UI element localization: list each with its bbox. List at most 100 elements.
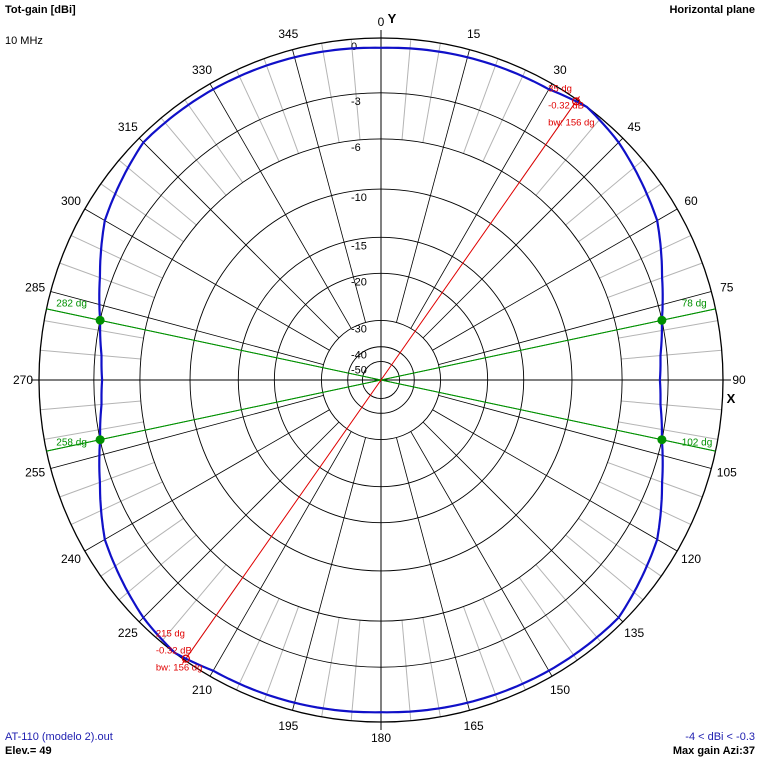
max-gain-label: -0.32 dB — [156, 646, 192, 657]
range-ring — [321, 320, 441, 440]
range-ring — [361, 360, 401, 400]
x-axis-label: X — [727, 391, 736, 406]
minor-spoke — [518, 577, 578, 661]
angle-tick-label: 270 — [13, 373, 33, 387]
major-spoke — [410, 431, 553, 677]
major-spoke — [422, 137, 624, 339]
major-spoke — [438, 395, 712, 469]
range-ring — [139, 138, 623, 622]
minor-spoke — [70, 235, 163, 279]
beamwidth-point — [657, 315, 667, 325]
angle-tick-label: 135 — [624, 626, 644, 640]
minor-spoke — [263, 606, 300, 702]
angle-tick-label: 225 — [118, 626, 138, 640]
minor-spoke — [118, 159, 197, 226]
plane-label: Horizontal plane — [669, 4, 755, 16]
minor-spoke — [618, 421, 718, 440]
minor-spoke — [100, 183, 184, 243]
max-gain-label: Max gain Azi:37 — [672, 745, 755, 757]
angle-tick-label: 180 — [371, 731, 391, 745]
angle-tick-label: 15 — [467, 27, 481, 41]
minor-spoke — [607, 262, 703, 299]
range-ring — [237, 236, 525, 524]
angle-tick-label: 255 — [25, 466, 45, 480]
minor-spoke — [350, 620, 361, 721]
minor-spoke — [607, 461, 703, 498]
minor-spoke — [401, 39, 412, 140]
beamwidth-label: 282 dg — [56, 299, 87, 310]
major-spoke — [438, 291, 712, 365]
marker-labels: 78 dg 102 dg 258 dg 282 dg 35 dg -0.32 dB bw: … — [56, 83, 712, 673]
radial-tick-label: -6 — [351, 142, 361, 154]
beamwidth-label: 78 dg — [682, 299, 707, 310]
angle-tick-label: 75 — [720, 280, 734, 294]
range-ring — [273, 272, 489, 488]
minor-spoke — [621, 349, 722, 360]
major-spoke — [138, 421, 340, 623]
radial-tick-labels: 0 -3 -6 -10 -15 -20 -30 -40 -50 — [351, 41, 367, 376]
major-spoke — [396, 49, 470, 323]
angle-tick-label: 240 — [61, 552, 81, 566]
beamwidth-label: 258 dg — [56, 437, 87, 448]
angle-tick-label: 45 — [627, 120, 641, 134]
minor-spoke — [44, 320, 144, 339]
minor-spoke — [321, 43, 340, 143]
angle-tick-label: 90 — [732, 373, 746, 387]
minor-spoke — [599, 235, 692, 279]
y-axis-label: Y — [388, 11, 397, 26]
minor-spoke — [401, 620, 412, 721]
minor-spoke — [160, 564, 227, 643]
angle-tick-label: 345 — [278, 27, 298, 41]
minor-spoke — [59, 262, 155, 299]
gain-pattern-curve — [98, 46, 664, 714]
angle-tick-label: 165 — [464, 719, 484, 733]
radial-tick-label: -10 — [351, 192, 367, 204]
angle-tick-label: 120 — [681, 552, 701, 566]
pattern-markers — [95, 97, 667, 663]
max-gain-label: bw: 156 dg — [548, 117, 594, 128]
max-gain-line — [380, 96, 580, 381]
angle-tick-label: 285 — [25, 280, 45, 294]
angle-tick-label: 315 — [118, 120, 138, 134]
radial-tick-label: -20 — [351, 276, 367, 288]
beamwidth-label: 102 dg — [682, 437, 713, 448]
minor-spoke — [70, 481, 163, 525]
radial-tick-label: -40 — [351, 350, 367, 362]
range-ring — [38, 37, 724, 723]
radial-tick-label: 0 — [351, 41, 357, 53]
angle-tick-label: 330 — [192, 63, 212, 77]
minor-spoke — [482, 69, 526, 162]
minor-grid — [40, 39, 722, 721]
major-spoke — [292, 437, 366, 711]
max-gain-label: -0.32 dB — [548, 100, 584, 111]
beamwidth-point — [95, 315, 105, 325]
minor-spoke — [100, 517, 184, 577]
minor-spoke — [236, 69, 280, 162]
angle-tick-label: 150 — [550, 683, 570, 697]
major-spoke — [396, 437, 470, 711]
angle-tick-label: 60 — [684, 194, 698, 208]
minor-spoke — [321, 617, 340, 717]
frequency-label: 10 MHz — [5, 35, 43, 47]
max-gain-label: 215 dg — [156, 629, 185, 640]
angle-tick-label: 210 — [192, 683, 212, 697]
minor-spoke — [462, 58, 499, 154]
minor-spoke — [160, 117, 227, 196]
angle-tick-label: 0 — [378, 15, 385, 29]
angle-tick-labels: 0 15 30 45 60 75 90 105 120 135 150 165 180 195 210 225… — [13, 15, 746, 745]
minor-spoke — [184, 99, 244, 183]
minor-spoke — [565, 534, 644, 601]
max-gain-point — [181, 654, 190, 663]
minor-spoke — [578, 517, 662, 577]
minor-spoke — [44, 421, 144, 440]
gain-range-label: -4 < dBi < -0.3 — [685, 731, 755, 743]
max-gain-line — [182, 379, 382, 664]
minor-spoke — [565, 159, 644, 226]
major-spoke — [432, 409, 678, 552]
radial-tick-label: -50 — [351, 364, 367, 376]
minor-spoke — [422, 617, 441, 717]
major-spoke — [50, 291, 324, 365]
beamwidth-point — [95, 435, 105, 445]
minor-spoke — [40, 349, 141, 360]
